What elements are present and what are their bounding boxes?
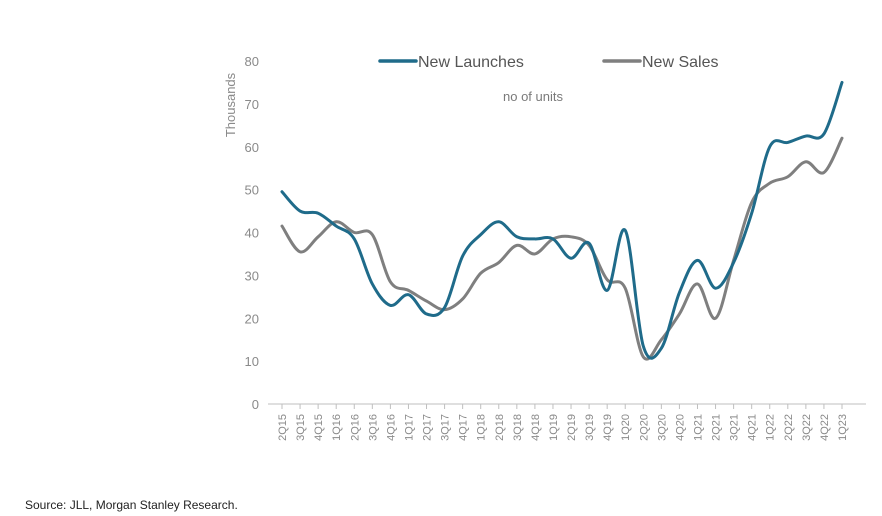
legend: New Launches New Sales	[378, 54, 718, 71]
x-tick-label: 1Q16	[331, 414, 343, 441]
x-tick-label: 4Q16	[385, 414, 397, 441]
x-tick-label: 3Q21	[729, 414, 741, 441]
series-line-new-sales	[280, 136, 844, 361]
y-tick-label: 70	[245, 97, 259, 112]
y-tick-label: 0	[252, 397, 259, 412]
y-tick-label: 40	[245, 226, 259, 241]
x-tick-label: 3Q15	[295, 414, 307, 441]
legend-label-new-sales: New Sales	[642, 54, 718, 71]
x-tick-label: 2Q22	[783, 414, 795, 441]
x-tick-label: 4Q22	[819, 414, 831, 441]
source-note: Source: JLL, Morgan Stanley Research.	[25, 498, 238, 512]
x-tick-label: 2Q15	[277, 414, 289, 441]
y-axis: 0 10 20 30 40 50 60 70 80	[245, 54, 259, 412]
y-tick-label: 80	[245, 54, 259, 69]
y-tick-label: 20	[245, 311, 259, 326]
x-tick-label: 1Q20	[620, 414, 632, 441]
x-tick-label: 4Q20	[674, 414, 686, 441]
x-axis: 2Q15 3Q15 4Q15 1Q16 2Q16 3Q16 4Q16 1Q17 2Q17 3Q17…	[277, 404, 849, 441]
series-line-new-launches	[280, 80, 844, 360]
x-tick-label: 1Q21	[692, 414, 704, 441]
x-tick-label: 3Q20	[656, 414, 668, 441]
x-tick-label: 4Q21	[747, 414, 759, 441]
chart-annotation: no of units	[503, 89, 563, 104]
x-tick-label: 2Q20	[638, 414, 650, 441]
y-tick-label: 50	[245, 183, 259, 198]
x-tick-label: 3Q19	[584, 414, 596, 441]
x-tick-label: 3Q18	[512, 414, 524, 441]
x-tick-label: 1Q17	[403, 414, 415, 441]
x-tick-label: 2Q17	[422, 414, 434, 441]
x-tick-label: 2Q18	[494, 414, 506, 441]
x-tick-label: 4Q18	[530, 414, 542, 441]
x-tick-label: 4Q19	[602, 414, 614, 441]
y-axis-label: Thousands	[223, 72, 238, 137]
x-tick-label: 2Q21	[711, 414, 723, 441]
x-tick-label: 1Q18	[476, 414, 488, 441]
x-tick-label: 2Q19	[566, 414, 578, 441]
x-tick-label: 1Q19	[548, 414, 560, 441]
x-tick-label: 1Q22	[765, 414, 777, 441]
series-layer	[280, 80, 844, 361]
y-tick-label: 10	[245, 354, 259, 369]
x-tick-label: 3Q16	[367, 414, 379, 441]
x-tick-label: 1Q23	[837, 414, 849, 441]
x-tick-label: 3Q17	[440, 414, 452, 441]
x-tick-label: 2Q16	[349, 414, 361, 441]
x-tick-label: 3Q22	[801, 414, 813, 441]
x-tick-label: 4Q17	[458, 414, 470, 441]
y-tick-label: 60	[245, 140, 259, 155]
y-tick-label: 30	[245, 268, 259, 283]
legend-label-new-launches: New Launches	[418, 54, 524, 71]
x-tick-label: 4Q15	[313, 414, 325, 441]
